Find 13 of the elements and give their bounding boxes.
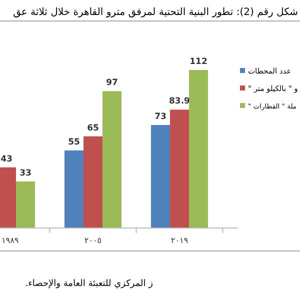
label: 83.9 [169, 96, 190, 107]
label: 65 [87, 123, 99, 134]
label: 73 [154, 112, 166, 122]
label: 97 [106, 78, 118, 88]
label: 112 [190, 57, 208, 67]
annotation: ز المركزي للتعبئة العامة والإحصاء. [25, 279, 153, 289]
label: 43 [0, 154, 12, 164]
title: شكل رقم (2): تطور البنية التحتية لمرفق مترو القاهرة خلال ثلاثة عق [13, 7, 298, 18]
label: 55 [68, 137, 80, 148]
xtick: ٢٠١٩ [170, 236, 188, 245]
xtick: ١٩٨٩ [2, 236, 19, 245]
xtick: ٢٠٠٥ [84, 236, 102, 245]
label: 33 [20, 168, 32, 178]
